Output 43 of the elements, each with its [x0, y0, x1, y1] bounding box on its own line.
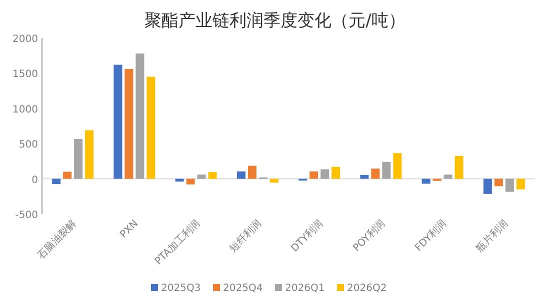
- bar: [505, 178, 514, 192]
- y-tick-label: 1500: [12, 69, 38, 80]
- chart-title: 聚酯产业链利润季度变化（元/吨）: [144, 11, 406, 31]
- bar: [63, 172, 72, 179]
- legend-label: 2025Q3: [161, 283, 201, 294]
- bar: [146, 76, 156, 179]
- bar: [393, 153, 402, 179]
- x-tick-label: PTA加工利润: [152, 218, 202, 268]
- bar: [320, 169, 330, 179]
- bar: [310, 171, 318, 179]
- bar: [236, 171, 246, 179]
- bar: [516, 178, 525, 190]
- bar: [248, 166, 256, 179]
- legend-label: 2025Q4: [223, 283, 263, 294]
- y-tick-label: 2000: [12, 34, 38, 45]
- bar: [52, 178, 61, 184]
- bar: [136, 53, 144, 179]
- bar: [85, 130, 94, 179]
- y-tick-label: 500: [18, 140, 38, 151]
- y-tick-label: 0: [32, 174, 38, 186]
- bar: [197, 174, 206, 179]
- bar: [382, 162, 391, 179]
- bar: [114, 64, 122, 179]
- y-tick-label: 1000: [12, 104, 38, 116]
- bar: [74, 139, 83, 179]
- x-tick-label: 石脑油裂解: [35, 218, 79, 262]
- bar: [454, 156, 464, 179]
- bar: [360, 174, 369, 179]
- legend-label: 2026Q1: [285, 283, 325, 294]
- bar: [444, 174, 452, 179]
- bar: [371, 168, 380, 179]
- bar: [494, 178, 503, 186]
- x-tick-label: 瓶片利润: [474, 218, 510, 254]
- bar: [332, 166, 340, 179]
- bar: [186, 178, 195, 184]
- y-tick-label: -500: [15, 210, 38, 221]
- bar: [208, 172, 217, 179]
- bar: [483, 178, 492, 194]
- bar: [124, 68, 134, 179]
- x-tick-label: 短纤利润: [227, 218, 264, 254]
- legend-label: 2026Q2: [347, 283, 387, 294]
- bar: [270, 178, 278, 183]
- bar: [422, 178, 430, 184]
